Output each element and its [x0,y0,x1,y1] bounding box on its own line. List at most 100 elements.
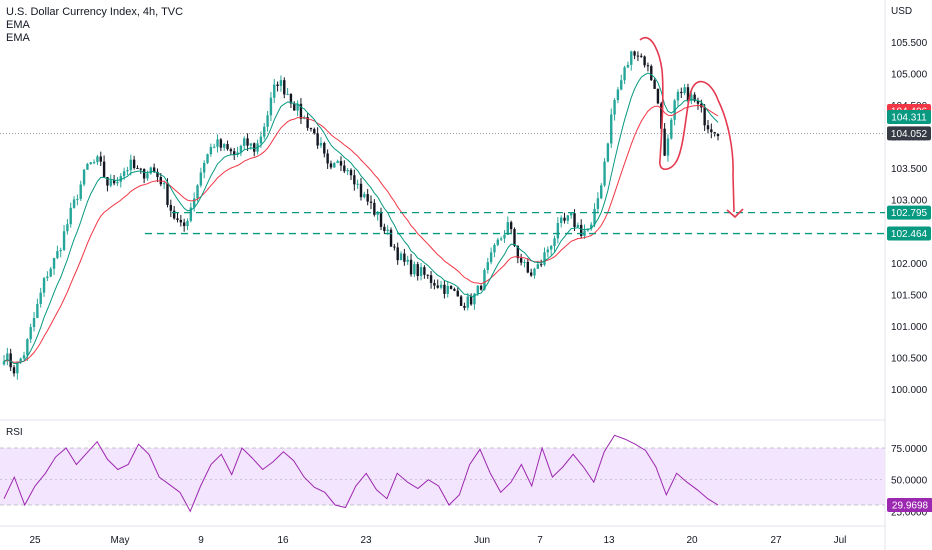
rsi-value-tag: 29.9698 [892,501,929,512]
rsi-pane-label[interactable]: RSI [6,427,23,438]
candle-body [326,153,329,164]
candle-body [49,268,52,277]
candle-body [596,198,600,209]
price-tags: 104.406104.311104.052102.795102.46429.96… [887,104,932,513]
candle-body [112,180,116,184]
candle-body [633,51,636,56]
candle-body [239,145,243,153]
rsi-axis-tick: 75.0000 [891,444,928,455]
candle-body [493,244,496,253]
candles [2,50,720,380]
candle-body [549,245,553,250]
candle-body [646,65,650,67]
candle-body [192,198,196,208]
candle-body [559,217,563,224]
candle-body [516,245,520,259]
candle-body [429,275,433,283]
candle-body [26,339,29,356]
candle-body [613,100,616,115]
candle-body [346,169,349,172]
candle-body [259,136,263,144]
drawn-pattern-curve [639,37,719,171]
hand-drawing[interactable] [639,37,744,219]
horizontal-levels[interactable] [145,212,885,235]
candle-body [359,183,363,198]
candle-body [129,159,132,171]
candle-body [713,132,716,134]
candle-body [226,144,229,150]
candle-body [179,219,183,223]
candle-body [523,261,526,263]
candle-body [409,259,413,275]
candle-body [369,201,373,203]
candle-body [396,247,399,261]
candle-body [46,276,49,279]
candle-body [656,88,660,104]
candle-body [152,167,156,172]
price-axis-tick: 102.000 [891,259,928,270]
candle-body [479,285,483,290]
candle-body [162,183,166,185]
candle-body [122,171,126,177]
candle-body [703,107,706,126]
time-axis-tick: 27 [770,535,782,546]
candle-body [426,274,429,276]
candle-body [626,64,630,68]
candle-body [169,204,173,211]
candle-body [289,93,293,104]
rsi-axis-tick: 25.0000 [891,507,928,518]
rsi-pane [0,434,885,513]
candle-body [686,87,690,101]
candle-body [536,264,540,269]
candle-body [313,129,316,134]
ema-slow-price-tag: 104.311 [891,113,927,124]
rsi-axis-tick: 50.0000 [891,476,928,487]
candle-body [463,305,466,308]
candle-body [246,138,249,146]
candle-body [473,293,476,305]
time-axis-tick: 16 [277,535,289,546]
candle-body [283,80,286,95]
candle-body [446,285,449,294]
price-axis-tick: 105.500 [891,38,928,49]
candle-body [666,138,670,156]
time-axis-tick: Jun [474,535,490,546]
candle-body [423,267,426,275]
candle-body [489,252,493,263]
candle-body [693,94,696,101]
candle-body [319,142,323,146]
candle-body [253,143,256,152]
candle-body [126,170,129,172]
candle-body [453,288,456,291]
candle-body [66,224,69,232]
candle-body [329,163,333,168]
resistance-level-tag: 102.795 [891,208,928,219]
candle-body [6,353,9,362]
candle-body [600,185,603,199]
candle-body [199,172,203,186]
rsi-value-tag-bg [887,498,932,513]
candle-body [620,80,623,90]
candle-body [309,127,313,130]
symbol-title[interactable]: U.S. Dollar Currency Index, 4h, TVC [6,6,184,18]
candle-body [506,222,510,235]
candle-body [660,103,663,129]
candle-body [643,56,646,66]
candle-body [636,55,640,57]
candle-body [456,290,459,297]
candle-body [379,211,383,227]
candle-body [606,143,610,162]
candle-body [119,176,122,182]
projection-arrowhead [726,208,744,219]
candle-body [573,213,576,228]
candle-body [590,224,593,229]
ema-indicator-label-2[interactable]: EMA [6,32,30,44]
candle-body [89,162,92,165]
candle-body [640,55,643,57]
candle-body [486,262,489,270]
time-axis-tick: Jul [834,535,847,546]
ema-indicator-label-1[interactable]: EMA [6,19,30,31]
candle-body [513,229,516,246]
candle-body [469,296,473,305]
